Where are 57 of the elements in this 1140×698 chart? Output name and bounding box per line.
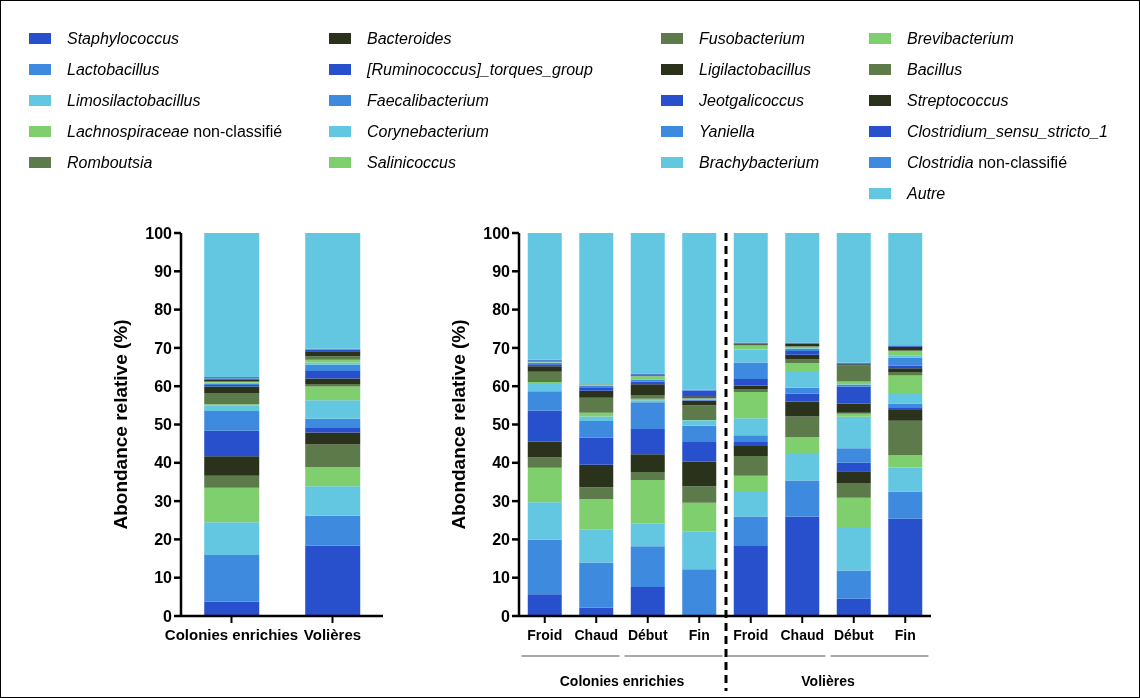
y-tick-label: 50 xyxy=(154,416,173,434)
y-tick-label: 70 xyxy=(154,339,173,357)
x-tick-label: Début xyxy=(833,627,874,643)
y-tick-label: 40 xyxy=(154,454,173,472)
legend-label: Clostridia non-classifié xyxy=(907,153,1068,172)
legend-label: Brachybacterium xyxy=(699,153,820,171)
legend-label: Streptococcus xyxy=(907,91,1009,109)
x-tick-label: Début xyxy=(627,627,668,643)
y-tick-label: 90 xyxy=(154,262,173,280)
legend-label: Ligilactobacillus xyxy=(699,60,812,78)
legend-label: [Ruminococcus]_torques_group xyxy=(367,60,593,78)
y-tick-label: 100 xyxy=(483,224,511,242)
legend-label: Lactobacillus xyxy=(67,60,160,78)
text: Colonies enrichies xyxy=(559,673,685,689)
y-tick-label: 80 xyxy=(492,301,511,319)
y-tick-label: 50 xyxy=(492,416,511,434)
y-tick-label: 30 xyxy=(492,492,511,510)
x-tick-label: Fin xyxy=(688,627,710,643)
legend-label: Autre xyxy=(907,184,946,202)
x-tick-label: Chaud xyxy=(574,627,619,643)
legend-label: Brevibacterium xyxy=(907,29,1014,47)
y-tick-label: 20 xyxy=(492,531,511,549)
y-tick-label: 80 xyxy=(154,301,173,319)
y-tick-label: 10 xyxy=(492,569,511,587)
x-tick-label: Fin xyxy=(894,627,916,643)
legend-label: Faecalibacterium xyxy=(367,91,489,109)
legend-label: Bacillus xyxy=(907,60,963,78)
y-tick-label: 10 xyxy=(154,569,173,587)
x-tick-label: Colonies enrichies xyxy=(164,626,299,643)
legend-label: Staphylococcus xyxy=(67,29,180,47)
legend-label: Jeotgalicoccus xyxy=(699,91,804,109)
legend-label: Clostridium_sensu_stricto_1 xyxy=(907,122,1108,140)
legend-label: Romboutsia xyxy=(67,153,153,171)
y-tick-label: 60 xyxy=(492,377,511,395)
legend-label: Limosilactobacillus xyxy=(67,91,201,109)
x-tick-label: Froid xyxy=(733,627,769,643)
legend-label: Lachnospiraceae non-classifié xyxy=(67,122,283,141)
y-tick-label: 0 xyxy=(163,607,173,625)
legend-label: Fusobacterium xyxy=(699,29,805,47)
x-tick-label: Chaud xyxy=(780,627,825,643)
x-tick-label: Froid xyxy=(527,627,563,643)
legend-label: Yaniella xyxy=(699,122,755,140)
y-tick-label: 60 xyxy=(154,377,173,395)
y-tick-label: 100 xyxy=(145,224,173,242)
y-tick-label: 70 xyxy=(492,339,511,357)
legend-label: Salinicoccus xyxy=(367,153,456,171)
y-tick-label: 0 xyxy=(501,607,511,625)
text: Volières xyxy=(801,673,855,689)
y-axis-title: Abondance relative (%) xyxy=(109,319,131,530)
y-axis-title: Abondance relative (%) xyxy=(447,319,469,530)
y-tick-label: 20 xyxy=(154,531,173,549)
y-tick-label: 30 xyxy=(154,492,173,510)
legend-label: Bacteroides xyxy=(367,29,452,47)
x-tick-label: Volières xyxy=(303,626,362,643)
legend-label: Corynebacterium xyxy=(367,122,489,140)
y-tick-label: 40 xyxy=(492,454,511,472)
y-tick-label: 90 xyxy=(492,262,511,280)
